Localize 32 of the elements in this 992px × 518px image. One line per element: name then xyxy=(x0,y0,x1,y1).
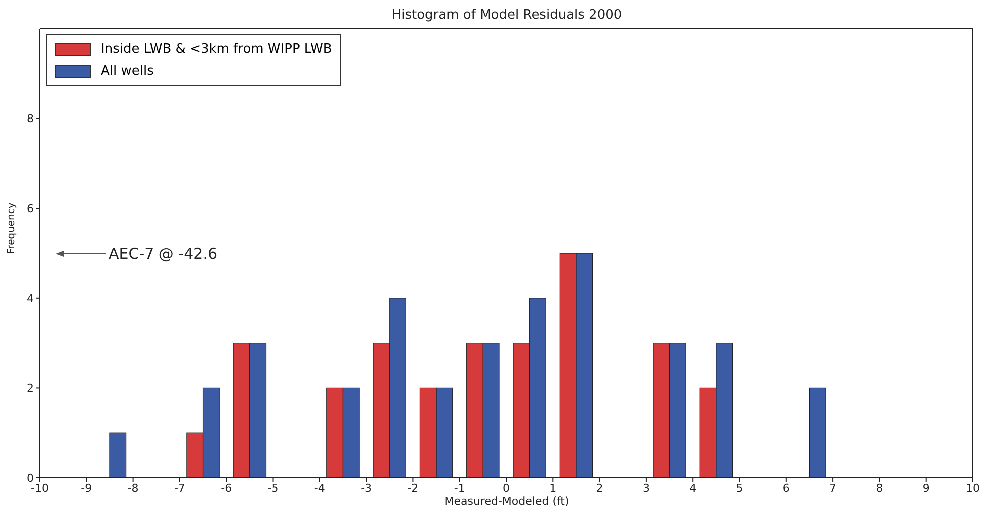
y-tick-label: 2 xyxy=(27,382,34,396)
x-tick-label: -2 xyxy=(408,482,419,495)
y-tick-label: 8 xyxy=(27,112,34,126)
x-tick-label: 0 xyxy=(503,482,510,495)
chart-title: Histogram of Model Residuals 2000 xyxy=(390,8,624,23)
x-tick-label: -4 xyxy=(314,482,326,495)
x-tick-label: -5 xyxy=(268,482,279,495)
legend-label: Inside LWB & <3km from WIPP LWB xyxy=(101,42,332,56)
x-tick-label: 10 xyxy=(966,482,980,495)
annotation: AEC-7 @ -42.6 xyxy=(109,245,218,263)
x-tick-label: -7 xyxy=(174,482,186,495)
x-tick-label: 1 xyxy=(550,482,557,495)
x-axis-title: Measured-Modeled (ft) xyxy=(444,495,570,508)
x-tick-label: 9 xyxy=(922,482,930,495)
x-tick-label: 5 xyxy=(736,482,744,495)
x-tick-label: -3 xyxy=(361,482,372,495)
x-tick-label: -6 xyxy=(221,482,232,495)
x-tick-label: -1 xyxy=(454,482,466,495)
x-tick-label: 7 xyxy=(830,482,837,495)
y-tick-label: 4 xyxy=(27,292,34,306)
x-tick-label: -10 xyxy=(31,482,49,495)
y-tick-label: 6 xyxy=(27,202,34,216)
x-tick-label: 8 xyxy=(876,482,884,495)
x-tick-label: 4 xyxy=(690,482,697,495)
legend-label: All wells xyxy=(101,64,154,78)
y-axis-title: Frequency xyxy=(6,202,18,256)
x-tick-label: 3 xyxy=(642,482,650,495)
x-tick-label: -8 xyxy=(128,482,139,495)
x-tick-label: 6 xyxy=(782,482,790,495)
x-tick-label: 2 xyxy=(596,482,604,495)
x-tick-label: -9 xyxy=(81,482,92,495)
y-tick-label: 0 xyxy=(27,472,34,485)
